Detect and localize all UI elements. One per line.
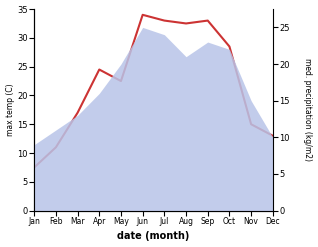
X-axis label: date (month): date (month)	[117, 231, 190, 242]
Y-axis label: med. precipitation (kg/m2): med. precipitation (kg/m2)	[303, 58, 313, 161]
Y-axis label: max temp (C): max temp (C)	[5, 83, 15, 136]
